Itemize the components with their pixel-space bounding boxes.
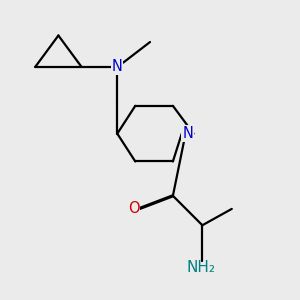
- Text: N: N: [112, 59, 123, 74]
- Text: NH₂: NH₂: [186, 260, 215, 275]
- Text: N: N: [182, 126, 193, 141]
- Text: O: O: [128, 201, 140, 216]
